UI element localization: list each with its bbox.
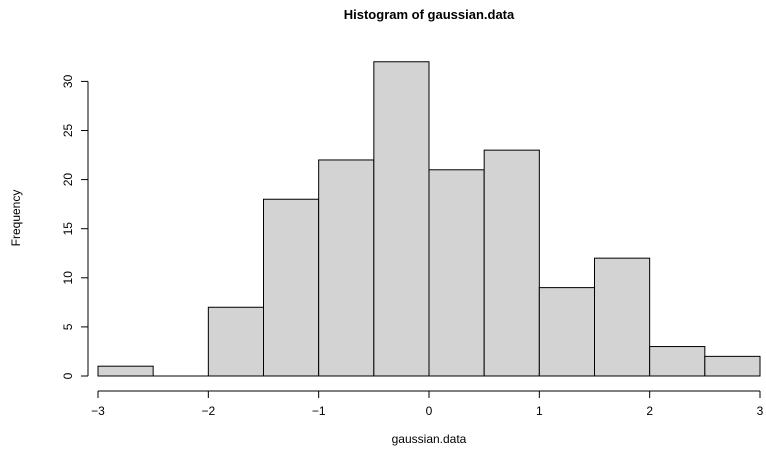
y-axis-label: Frequency — [9, 190, 23, 247]
x-tick-label: 0 — [426, 404, 433, 418]
histogram-bar — [97, 365, 154, 377]
histogram-bar — [207, 306, 264, 377]
y-tick-label: 0 — [61, 372, 75, 379]
histogram-bar — [649, 346, 706, 377]
histogram-bar — [263, 198, 320, 377]
histogram-bar — [373, 61, 430, 377]
chart-title: Histogram of gaussian.data — [344, 7, 515, 22]
histogram-bar — [704, 355, 761, 377]
histogram-bar — [428, 169, 485, 377]
y-tick-label: 25 — [61, 124, 75, 138]
y-tick-label: 15 — [61, 222, 75, 236]
y-tick-label: 10 — [61, 271, 75, 285]
y-axis: 0 5 10 15 20 25 30 — [61, 74, 89, 379]
histogram-bar — [594, 257, 651, 377]
y-tick-label: 5 — [61, 323, 75, 330]
x-tick-label: 2 — [646, 404, 653, 418]
x-tick-label: 3 — [757, 404, 764, 418]
histogram-bar — [483, 149, 540, 377]
x-axis: −3 −2 −1 0 1 2 3 — [91, 390, 764, 418]
histogram-bar — [318, 159, 375, 377]
y-tick-label: 20 — [61, 173, 75, 187]
histogram-bar — [538, 287, 595, 377]
x-tick-label: −1 — [312, 404, 326, 418]
y-tick-label: 30 — [61, 74, 75, 88]
x-tick-label: 1 — [536, 404, 543, 418]
x-axis-label: gaussian.data — [392, 432, 467, 446]
x-tick-label: −3 — [91, 404, 105, 418]
bars-group — [97, 61, 761, 377]
x-tick-label: −2 — [201, 404, 215, 418]
